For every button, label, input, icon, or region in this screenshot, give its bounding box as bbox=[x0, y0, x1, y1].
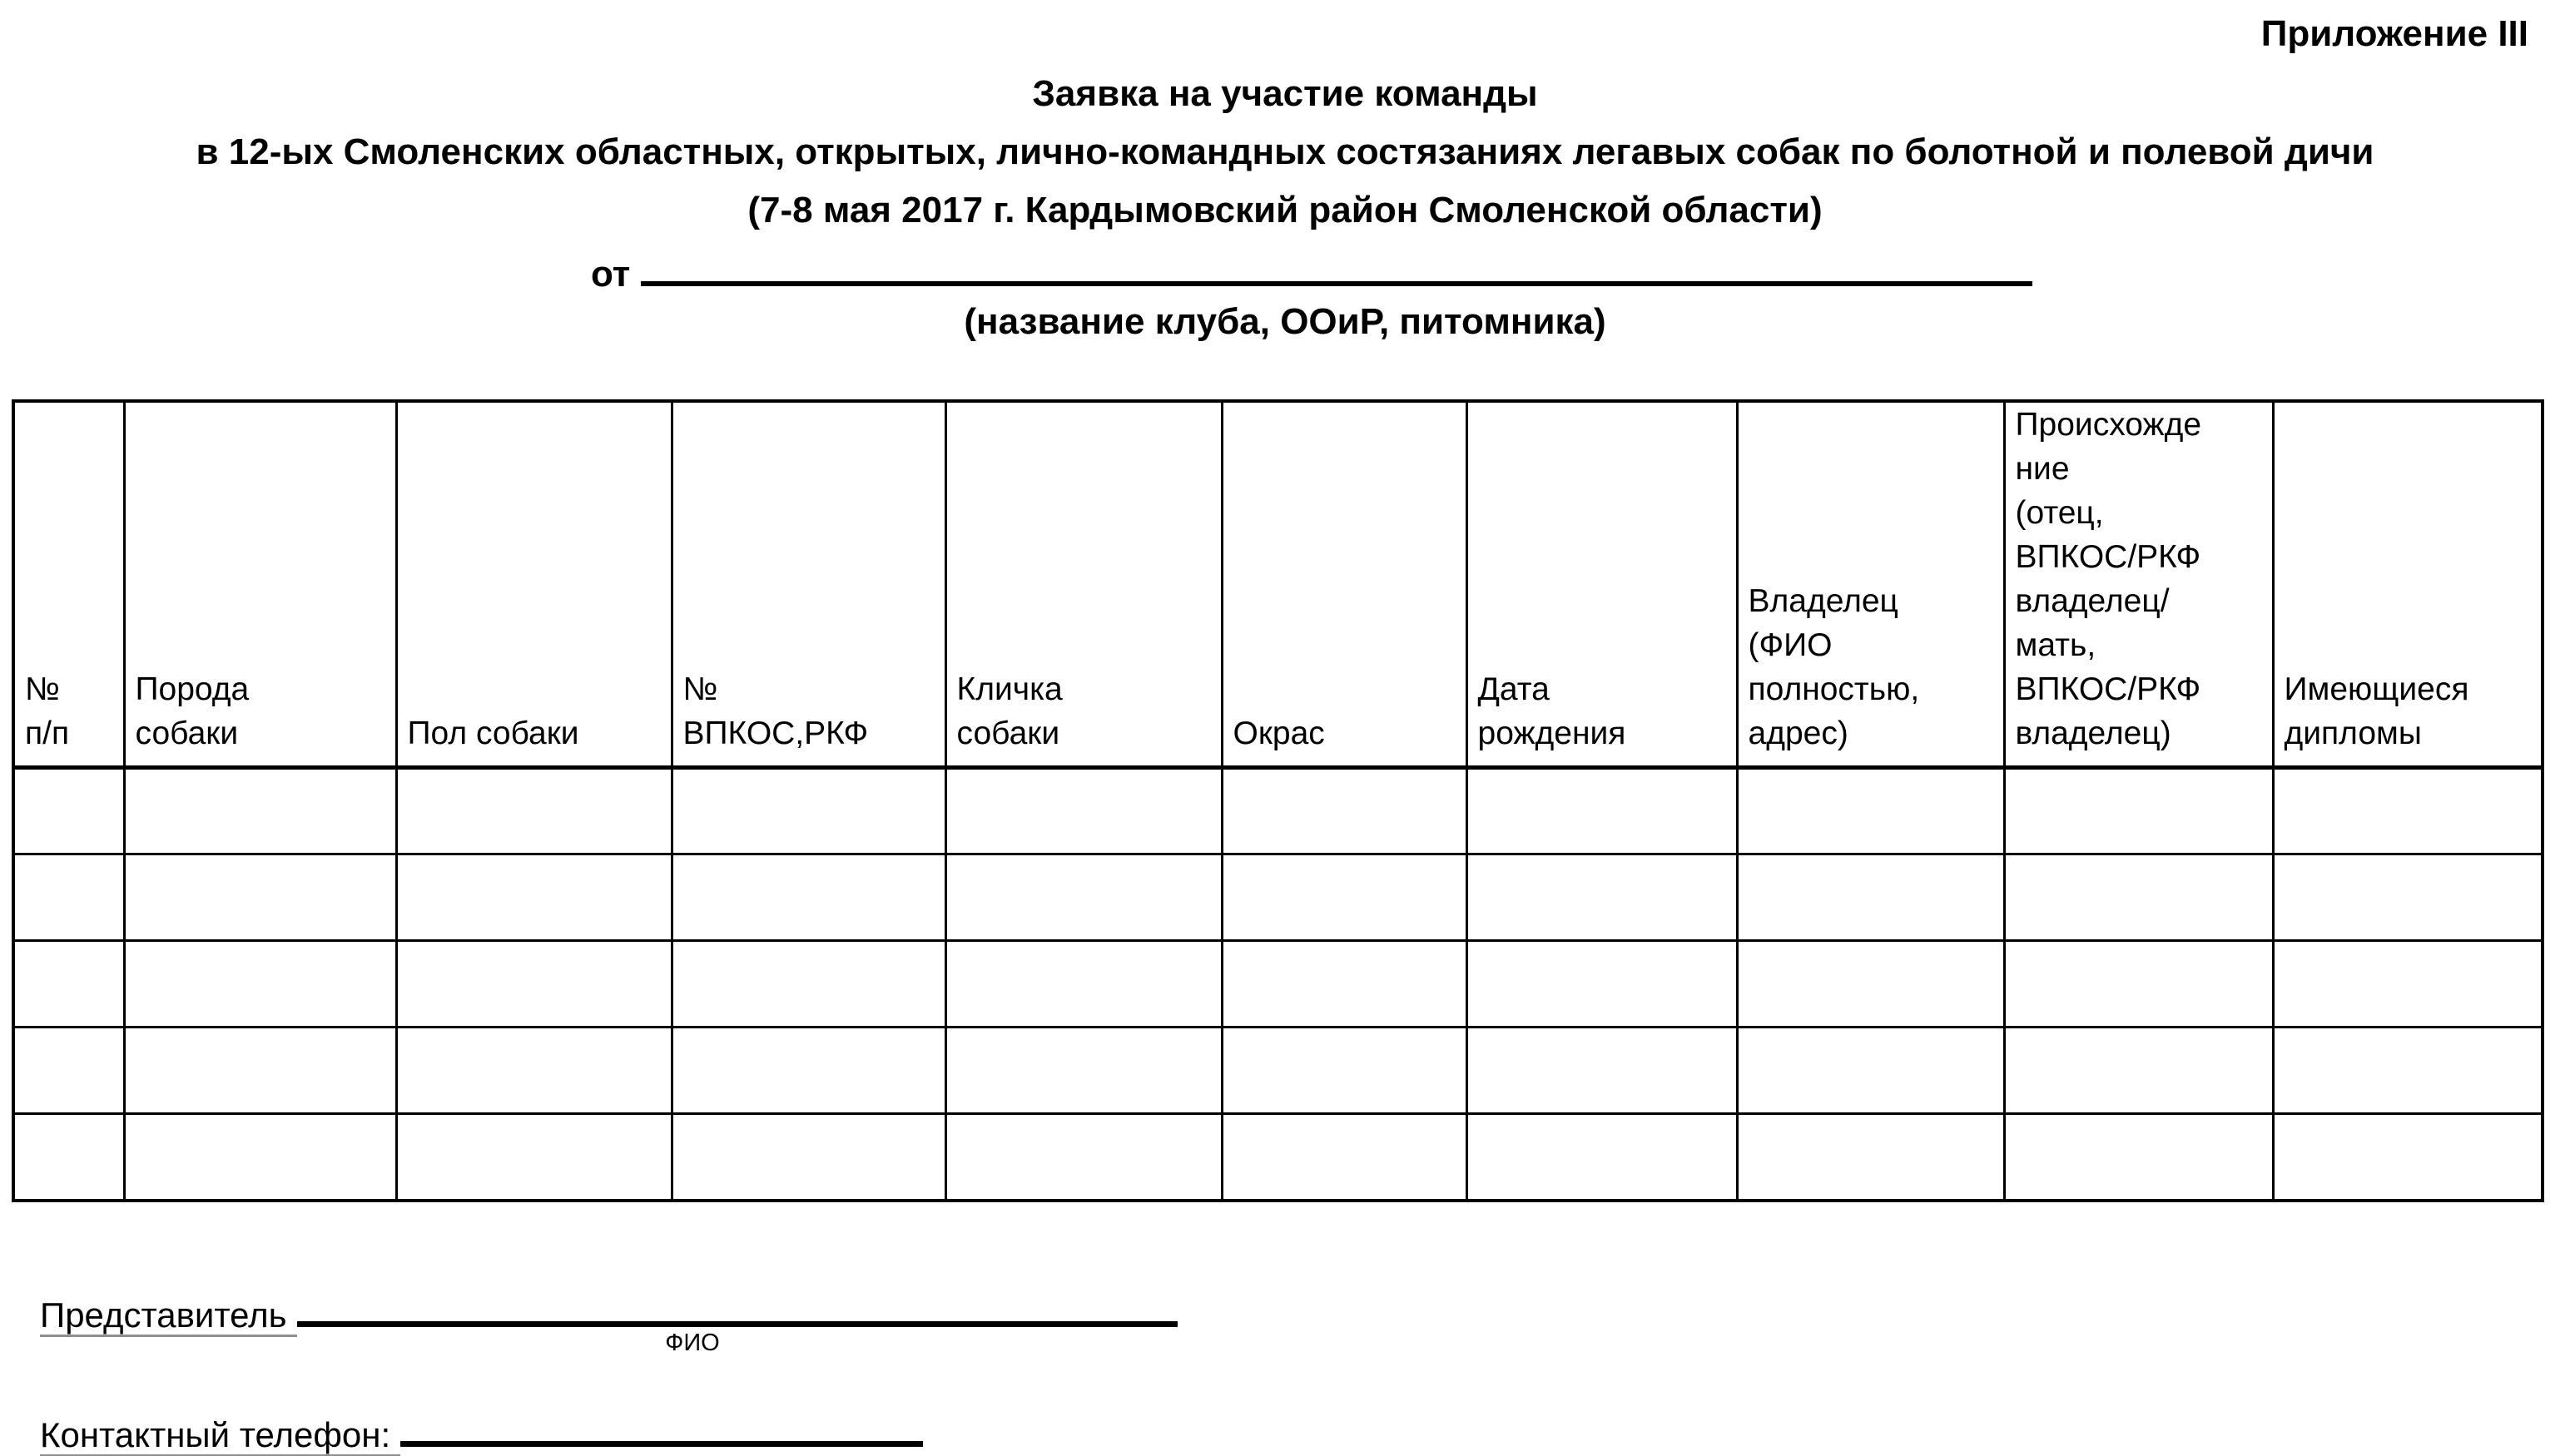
table-cell bbox=[2002, 853, 2275, 943]
from-row: от bbox=[591, 243, 2032, 295]
table-cell bbox=[2271, 1026, 2544, 1116]
table-row bbox=[12, 853, 2544, 943]
table-row bbox=[12, 766, 2544, 856]
document-subtitle: в 12-ых Смоленских областных, открытых, … bbox=[196, 131, 2374, 172]
table-cell bbox=[2271, 766, 2544, 856]
table-cell bbox=[1465, 1026, 1739, 1116]
column-header-color: Окрас bbox=[1220, 399, 1468, 770]
table-cell bbox=[12, 1026, 126, 1116]
table-cell bbox=[1735, 1026, 2006, 1116]
table-row bbox=[12, 1112, 2544, 1202]
table-cell bbox=[394, 766, 673, 856]
table-cell bbox=[12, 939, 126, 1029]
table-cell bbox=[1465, 766, 1739, 856]
table-cell bbox=[944, 766, 1223, 856]
table-cell bbox=[394, 1112, 673, 1202]
table-cell bbox=[12, 853, 126, 943]
table-cell bbox=[122, 766, 398, 856]
column-header-birthdate: Дата рождения bbox=[1465, 399, 1739, 770]
event-info-line: (7-8 мая 2017 г. Кардымовский район Смол… bbox=[747, 190, 1823, 230]
table-cell bbox=[1735, 939, 2006, 1029]
table-cell bbox=[394, 939, 673, 1029]
column-header-vpkos-number: № ВПКОС,РКФ bbox=[670, 399, 947, 770]
table-cell bbox=[1220, 1026, 1468, 1116]
table-cell bbox=[944, 1026, 1223, 1116]
phone-blank-line bbox=[400, 1404, 924, 1447]
table-cell bbox=[670, 766, 947, 856]
phone-row: Контактный телефон: bbox=[40, 1404, 924, 1456]
table-cell bbox=[2002, 939, 2275, 1029]
appendix-label: Приложение III bbox=[2260, 13, 2528, 54]
table-cell bbox=[12, 766, 126, 856]
table-cell bbox=[122, 939, 398, 1029]
table-cell bbox=[670, 939, 947, 1029]
table-cell bbox=[2271, 1112, 2544, 1202]
table-cell bbox=[2271, 853, 2544, 943]
column-header-sex: Пол собаки bbox=[394, 399, 673, 770]
table-cell bbox=[1735, 853, 2006, 943]
column-header-dog-name: Кличка собаки bbox=[944, 399, 1223, 770]
representative-blank-line bbox=[296, 1285, 1178, 1327]
table-cell bbox=[1220, 766, 1468, 856]
table-cell bbox=[944, 853, 1223, 943]
table-cell bbox=[2271, 939, 2544, 1029]
table-cell bbox=[944, 939, 1223, 1029]
from-label: от bbox=[591, 254, 631, 295]
phone-label: Контактный телефон: bbox=[40, 1415, 401, 1456]
table-cell bbox=[12, 1112, 126, 1202]
table-row bbox=[12, 939, 2544, 1029]
table-cell bbox=[1220, 939, 1468, 1029]
table-cell bbox=[670, 1026, 947, 1116]
table-cell bbox=[2002, 1112, 2275, 1202]
table-cell bbox=[944, 1112, 1223, 1202]
table-cell bbox=[2002, 766, 2275, 856]
table-cell bbox=[670, 853, 947, 943]
table-cell bbox=[1465, 853, 1739, 943]
table-cell bbox=[1735, 1112, 2006, 1202]
club-name-blank-line bbox=[640, 243, 2032, 286]
column-header-diplomas: Имеющиеся дипломы bbox=[2271, 399, 2544, 770]
column-header-breed: Порода собаки bbox=[122, 399, 398, 770]
table-cell bbox=[1465, 1112, 1739, 1202]
table-cell bbox=[122, 853, 398, 943]
document-title: Заявка на участие команды bbox=[1032, 73, 1538, 114]
entry-table: № п/п Порода собаки Пол собаки № ВПКОС,Р… bbox=[12, 399, 2544, 1202]
from-caption: (название клуба, ООиР, питомника) bbox=[964, 301, 1606, 342]
fio-caption: ФИО bbox=[665, 1330, 720, 1356]
table-cell bbox=[2002, 1026, 2275, 1116]
table-cell bbox=[670, 1112, 947, 1202]
representative-label: Представитель bbox=[40, 1295, 297, 1337]
table-cell bbox=[1735, 766, 2006, 856]
column-header-origin: Происхожде ние (отец, ВПКОС/РКФ владелец… bbox=[2002, 399, 2275, 770]
table-cell bbox=[394, 853, 673, 943]
table-row bbox=[12, 1026, 2544, 1116]
column-header-owner: Владелец (ФИО полностью, адрес) bbox=[1735, 399, 2006, 770]
table-cell bbox=[1220, 1112, 1468, 1202]
table-cell bbox=[1465, 939, 1739, 1029]
representative-row: Представитель bbox=[40, 1285, 1178, 1337]
column-header-npp: № п/п bbox=[12, 399, 126, 770]
table-cell bbox=[122, 1026, 398, 1116]
table-cell bbox=[122, 1112, 398, 1202]
table-header-row: № п/п Порода собаки Пол собаки № ВПКОС,Р… bbox=[12, 399, 2544, 770]
table-cell bbox=[394, 1026, 673, 1116]
table-cell bbox=[1220, 853, 1468, 943]
